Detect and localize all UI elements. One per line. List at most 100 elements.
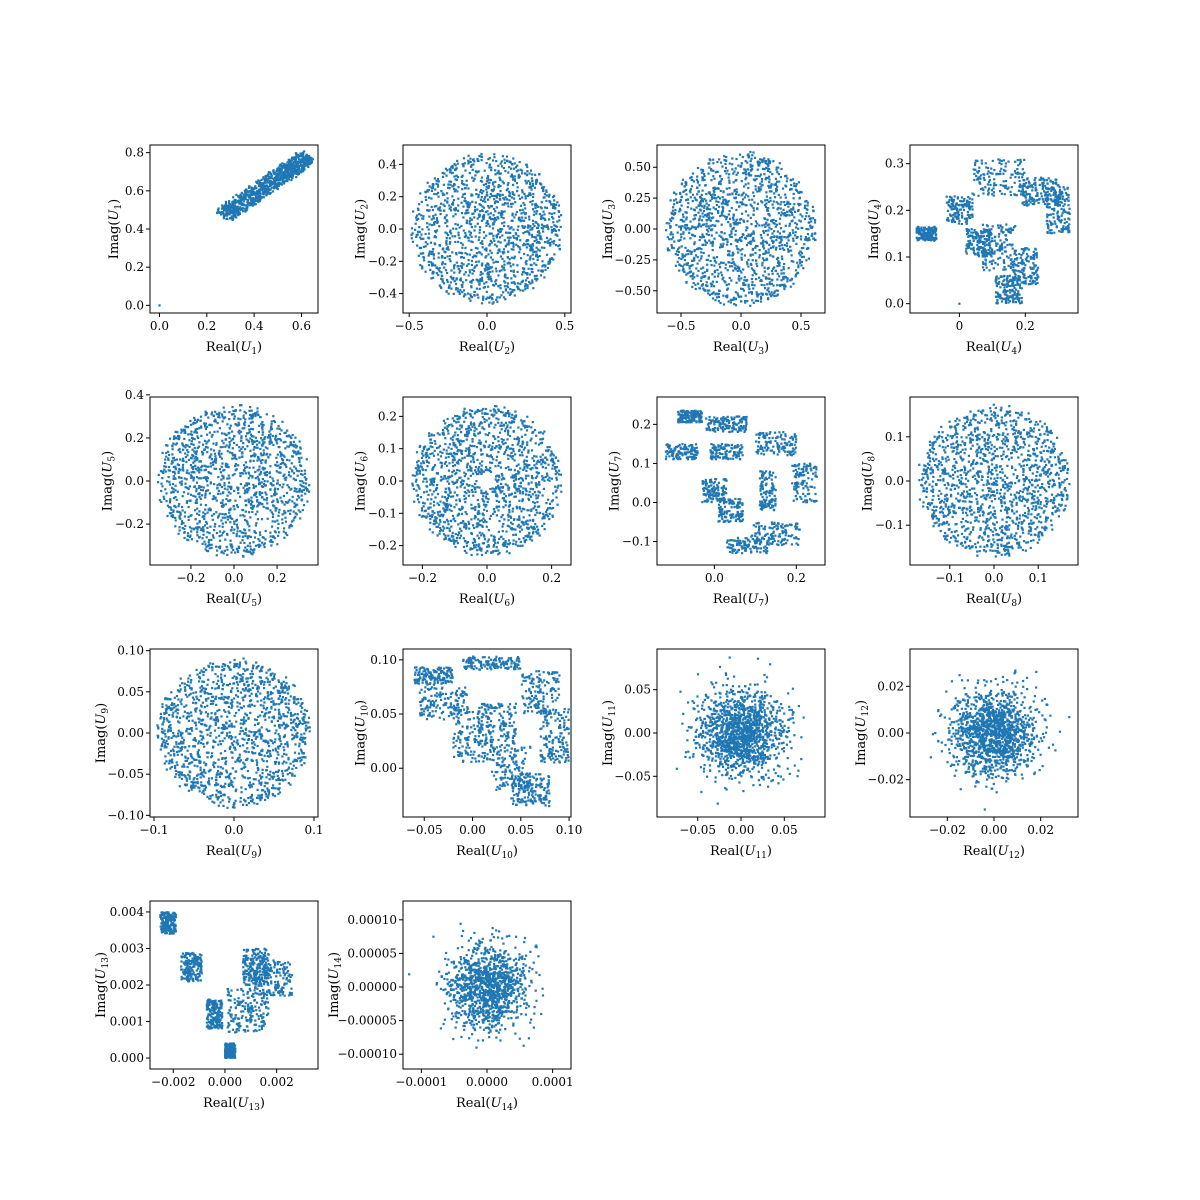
data-point: [507, 239, 511, 242]
data-point: [478, 231, 481, 234]
data-point: [250, 203, 253, 206]
data-point: [1010, 296, 1013, 299]
data-point: [987, 180, 991, 184]
data-point: [244, 198, 247, 201]
data-point: [712, 187, 715, 190]
data-point: [507, 282, 510, 285]
data-point: [791, 219, 794, 222]
data-point: [713, 275, 716, 278]
data-point: [226, 208, 230, 211]
data-point: [451, 251, 454, 254]
data-point: [956, 209, 959, 212]
data-point: [704, 241, 707, 244]
data-point: [757, 293, 760, 296]
data-point: [1066, 225, 1069, 228]
data-point: [715, 280, 718, 283]
data-point: [773, 222, 776, 225]
data-point: [711, 249, 714, 252]
data-point: [270, 186, 273, 189]
data-point: [763, 168, 766, 171]
data-point: [238, 201, 241, 204]
data-point: [262, 176, 265, 179]
data-point: [692, 282, 695, 285]
data-point: [517, 288, 520, 291]
data-point: [776, 289, 779, 292]
data-point: [478, 287, 481, 290]
data-point: [1022, 269, 1025, 272]
data-point: [479, 251, 482, 254]
data-point: [245, 209, 248, 212]
data-point: [700, 193, 703, 196]
data-point: [519, 209, 522, 212]
data-point: [996, 242, 999, 245]
data-point: [1044, 184, 1047, 187]
data-point: [967, 196, 970, 199]
data-point: [698, 217, 701, 220]
data-point: [1005, 228, 1008, 231]
data-point: [923, 226, 926, 229]
data-point: [743, 254, 746, 257]
data-point: [790, 260, 793, 263]
data-point: [465, 279, 468, 282]
data-point: [804, 204, 807, 207]
data-point: [696, 193, 699, 196]
data-point: [262, 196, 265, 199]
data-point: [1017, 276, 1020, 279]
data-point: [731, 157, 734, 160]
data-point: [740, 239, 743, 243]
data-point: [950, 215, 953, 218]
data-point: [515, 233, 518, 236]
data-point: [718, 197, 722, 200]
data-point: [736, 223, 739, 226]
data-point: [999, 246, 1002, 249]
data-point: [990, 233, 993, 236]
data-point: [437, 185, 440, 188]
data-point: [967, 235, 970, 238]
data-point: [989, 247, 992, 250]
data-point: [553, 239, 556, 243]
data-point: [1032, 279, 1035, 282]
data-point: [499, 190, 502, 193]
data-point: [666, 247, 669, 250]
data-point: [727, 213, 730, 216]
data-point: [453, 163, 456, 166]
data-point: [1013, 181, 1016, 184]
data-point: [710, 217, 713, 220]
data-point: [1054, 191, 1058, 194]
data-point: [502, 167, 505, 170]
data-point: [678, 263, 681, 266]
data-point: [700, 248, 703, 251]
data-point: [756, 222, 759, 225]
data-point: [1021, 194, 1025, 197]
data-point: [274, 184, 277, 187]
data-point: [1016, 283, 1019, 286]
data-point: [1012, 290, 1015, 293]
data-point: [782, 230, 785, 233]
data-point: [286, 167, 289, 170]
data-point: [977, 255, 981, 258]
data-point: [760, 297, 763, 300]
data-point: [298, 161, 301, 164]
data-point: [982, 188, 985, 191]
data-point: [468, 271, 472, 274]
data-point: [231, 218, 234, 221]
data-point: [760, 236, 763, 239]
data-point: [242, 193, 245, 196]
data-point: [450, 165, 453, 168]
data-point: [1025, 182, 1028, 185]
data-point: [545, 206, 548, 209]
data-point: [498, 236, 502, 239]
data-point: [971, 205, 974, 208]
data-point: [488, 232, 491, 235]
data-point: [783, 214, 786, 217]
data-point: [449, 255, 452, 258]
data-point: [1065, 193, 1068, 196]
data-point: [756, 202, 759, 205]
data-point: [553, 228, 556, 231]
data-point: [985, 249, 988, 252]
data-point: [1013, 252, 1016, 255]
data-point: [768, 281, 771, 284]
data-point: [494, 173, 497, 176]
scatter-points: [158, 150, 314, 307]
data-point: [966, 211, 969, 214]
